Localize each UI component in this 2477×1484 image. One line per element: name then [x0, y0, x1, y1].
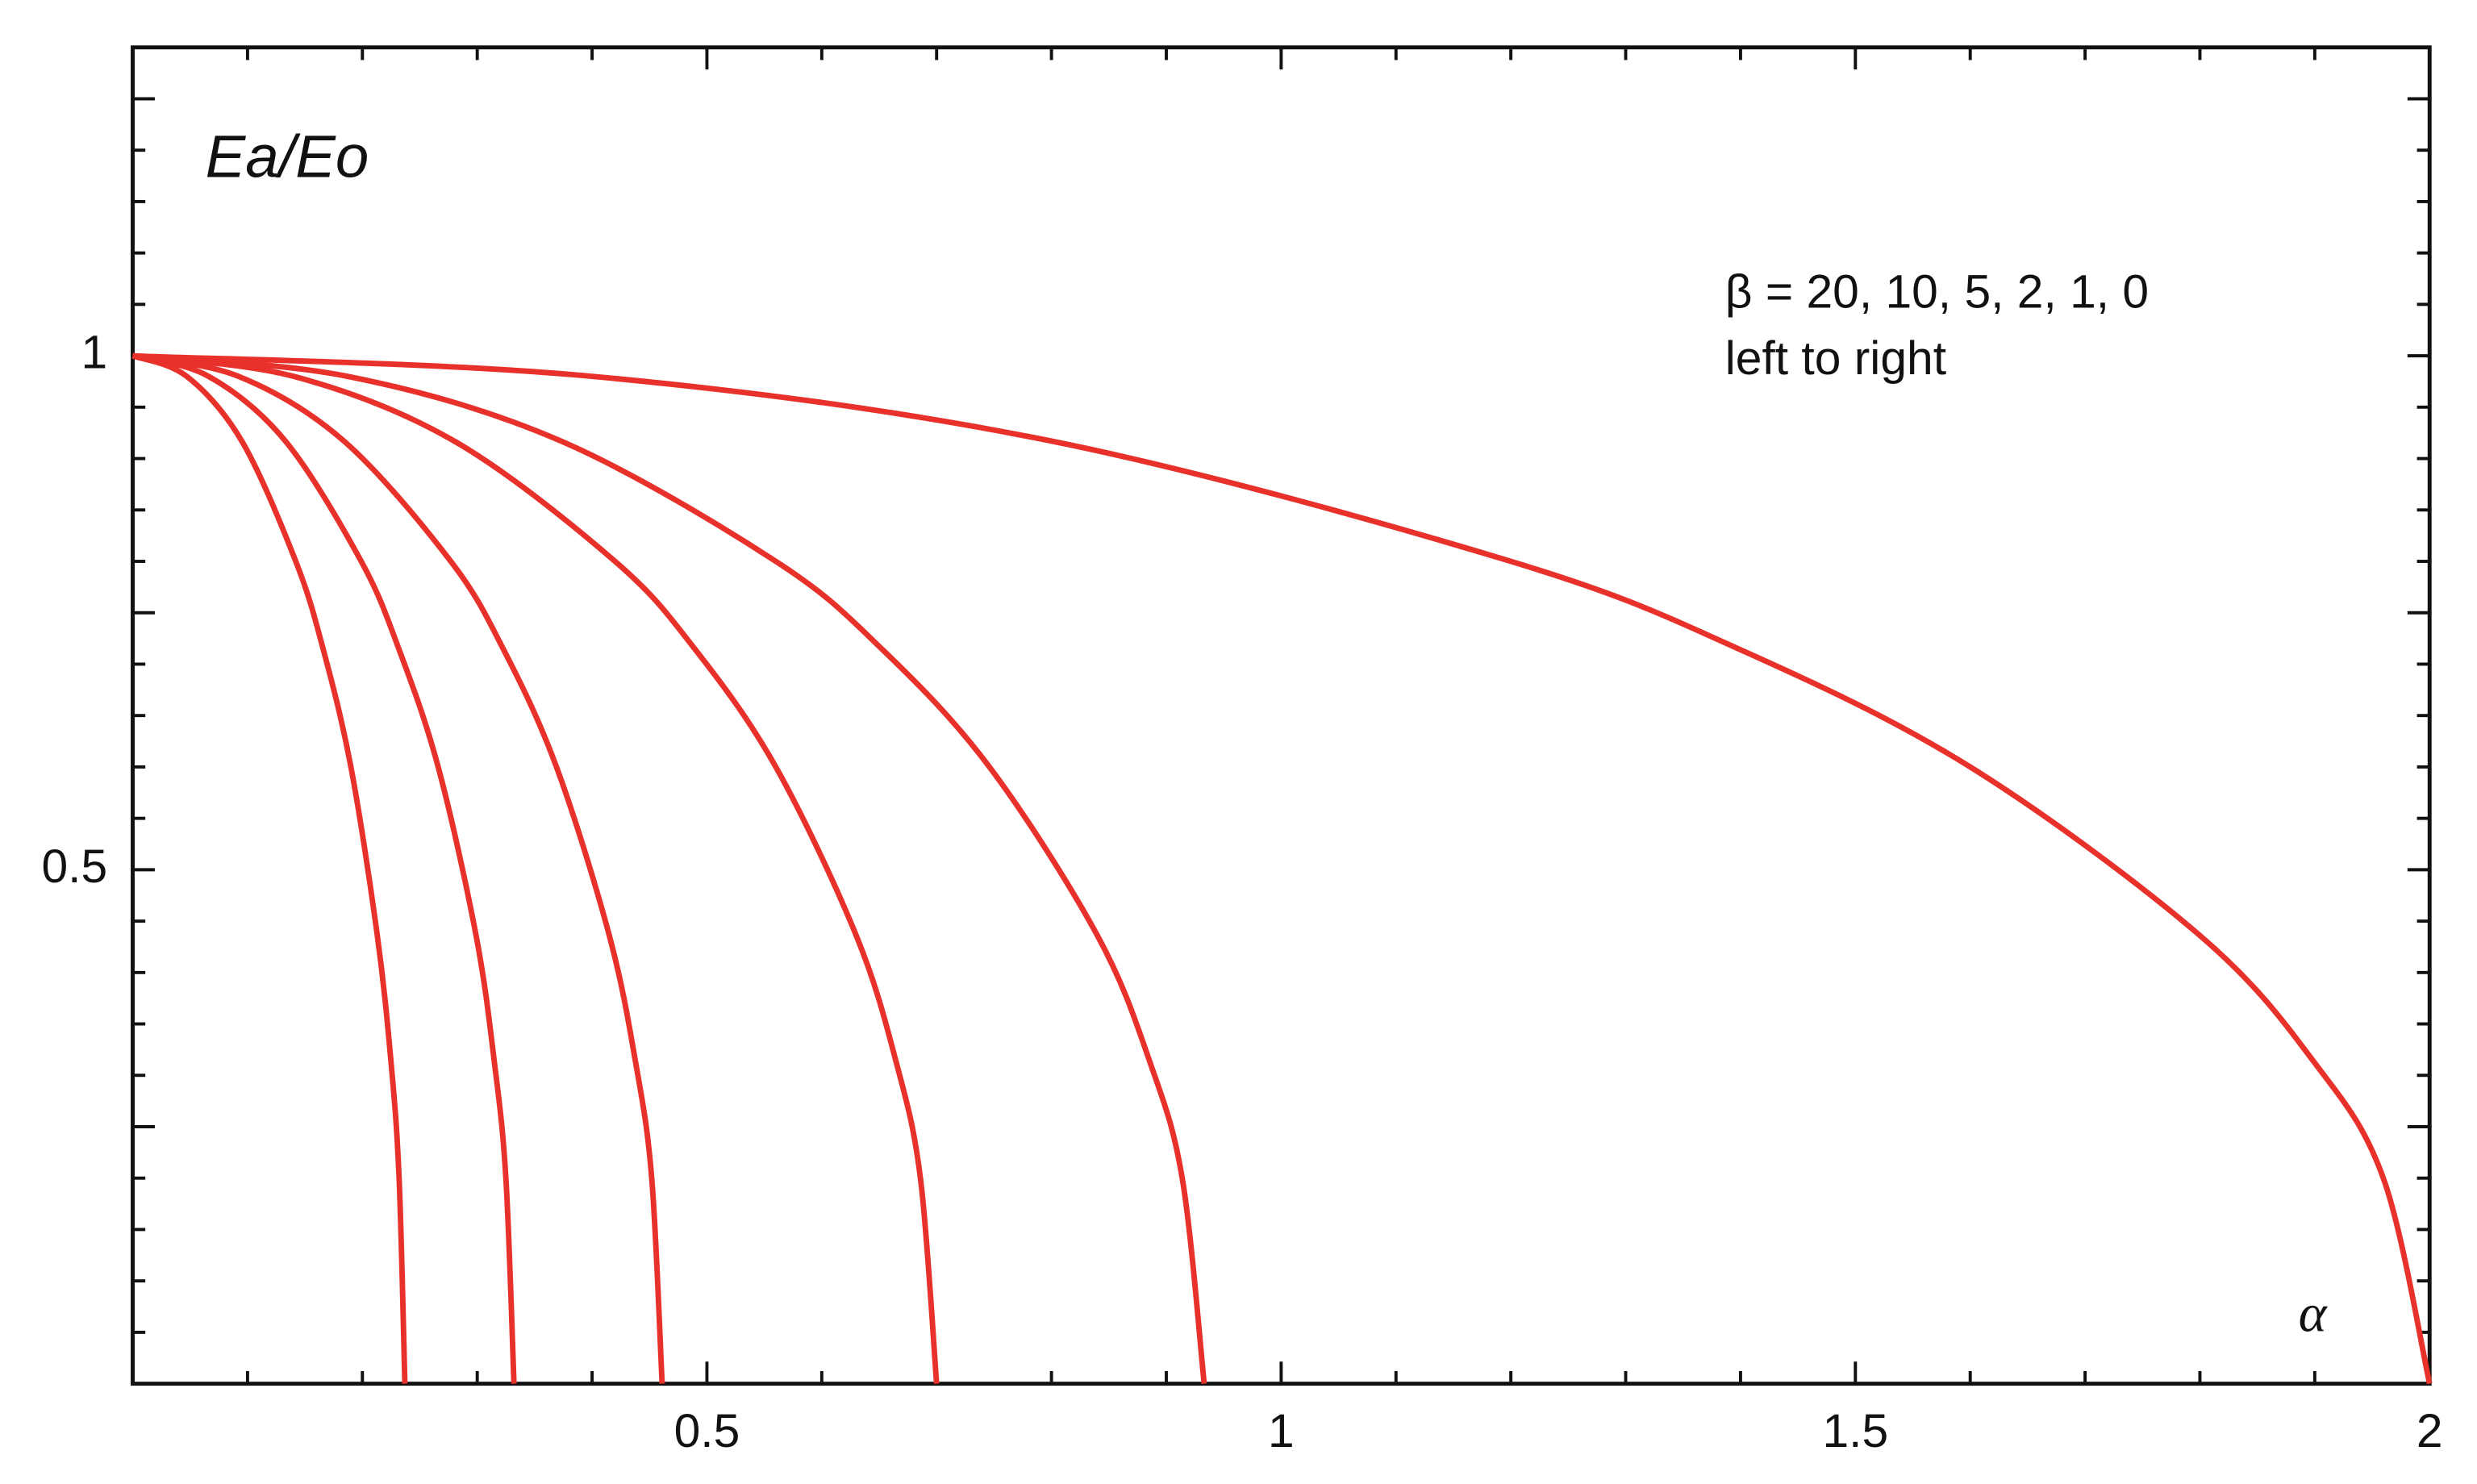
annotation: left to right	[1725, 332, 1946, 385]
y-tick-label: 0.5	[42, 840, 108, 893]
plot-frame	[131, 45, 2432, 1386]
x-tick-label: 0.5	[674, 1405, 740, 1457]
series-line	[131, 352, 408, 1384]
x-tick-label: 1	[1268, 1405, 1295, 1457]
y-axis-label: Ea/Eo	[206, 123, 369, 190]
series-line	[132, 352, 1207, 1384]
x-tick-label: 2	[2417, 1405, 2443, 1457]
series-line	[131, 352, 665, 1384]
y-tick-label: 1	[81, 327, 107, 379]
x-axis-label: α	[2299, 1285, 2329, 1344]
series-line	[132, 352, 940, 1384]
annotation: β = 20, 10, 5, 2, 1, 0	[1725, 266, 2149, 319]
x-tick-label: 1.5	[1822, 1405, 1888, 1457]
series-line	[132, 352, 2433, 1385]
series-line	[131, 352, 517, 1384]
